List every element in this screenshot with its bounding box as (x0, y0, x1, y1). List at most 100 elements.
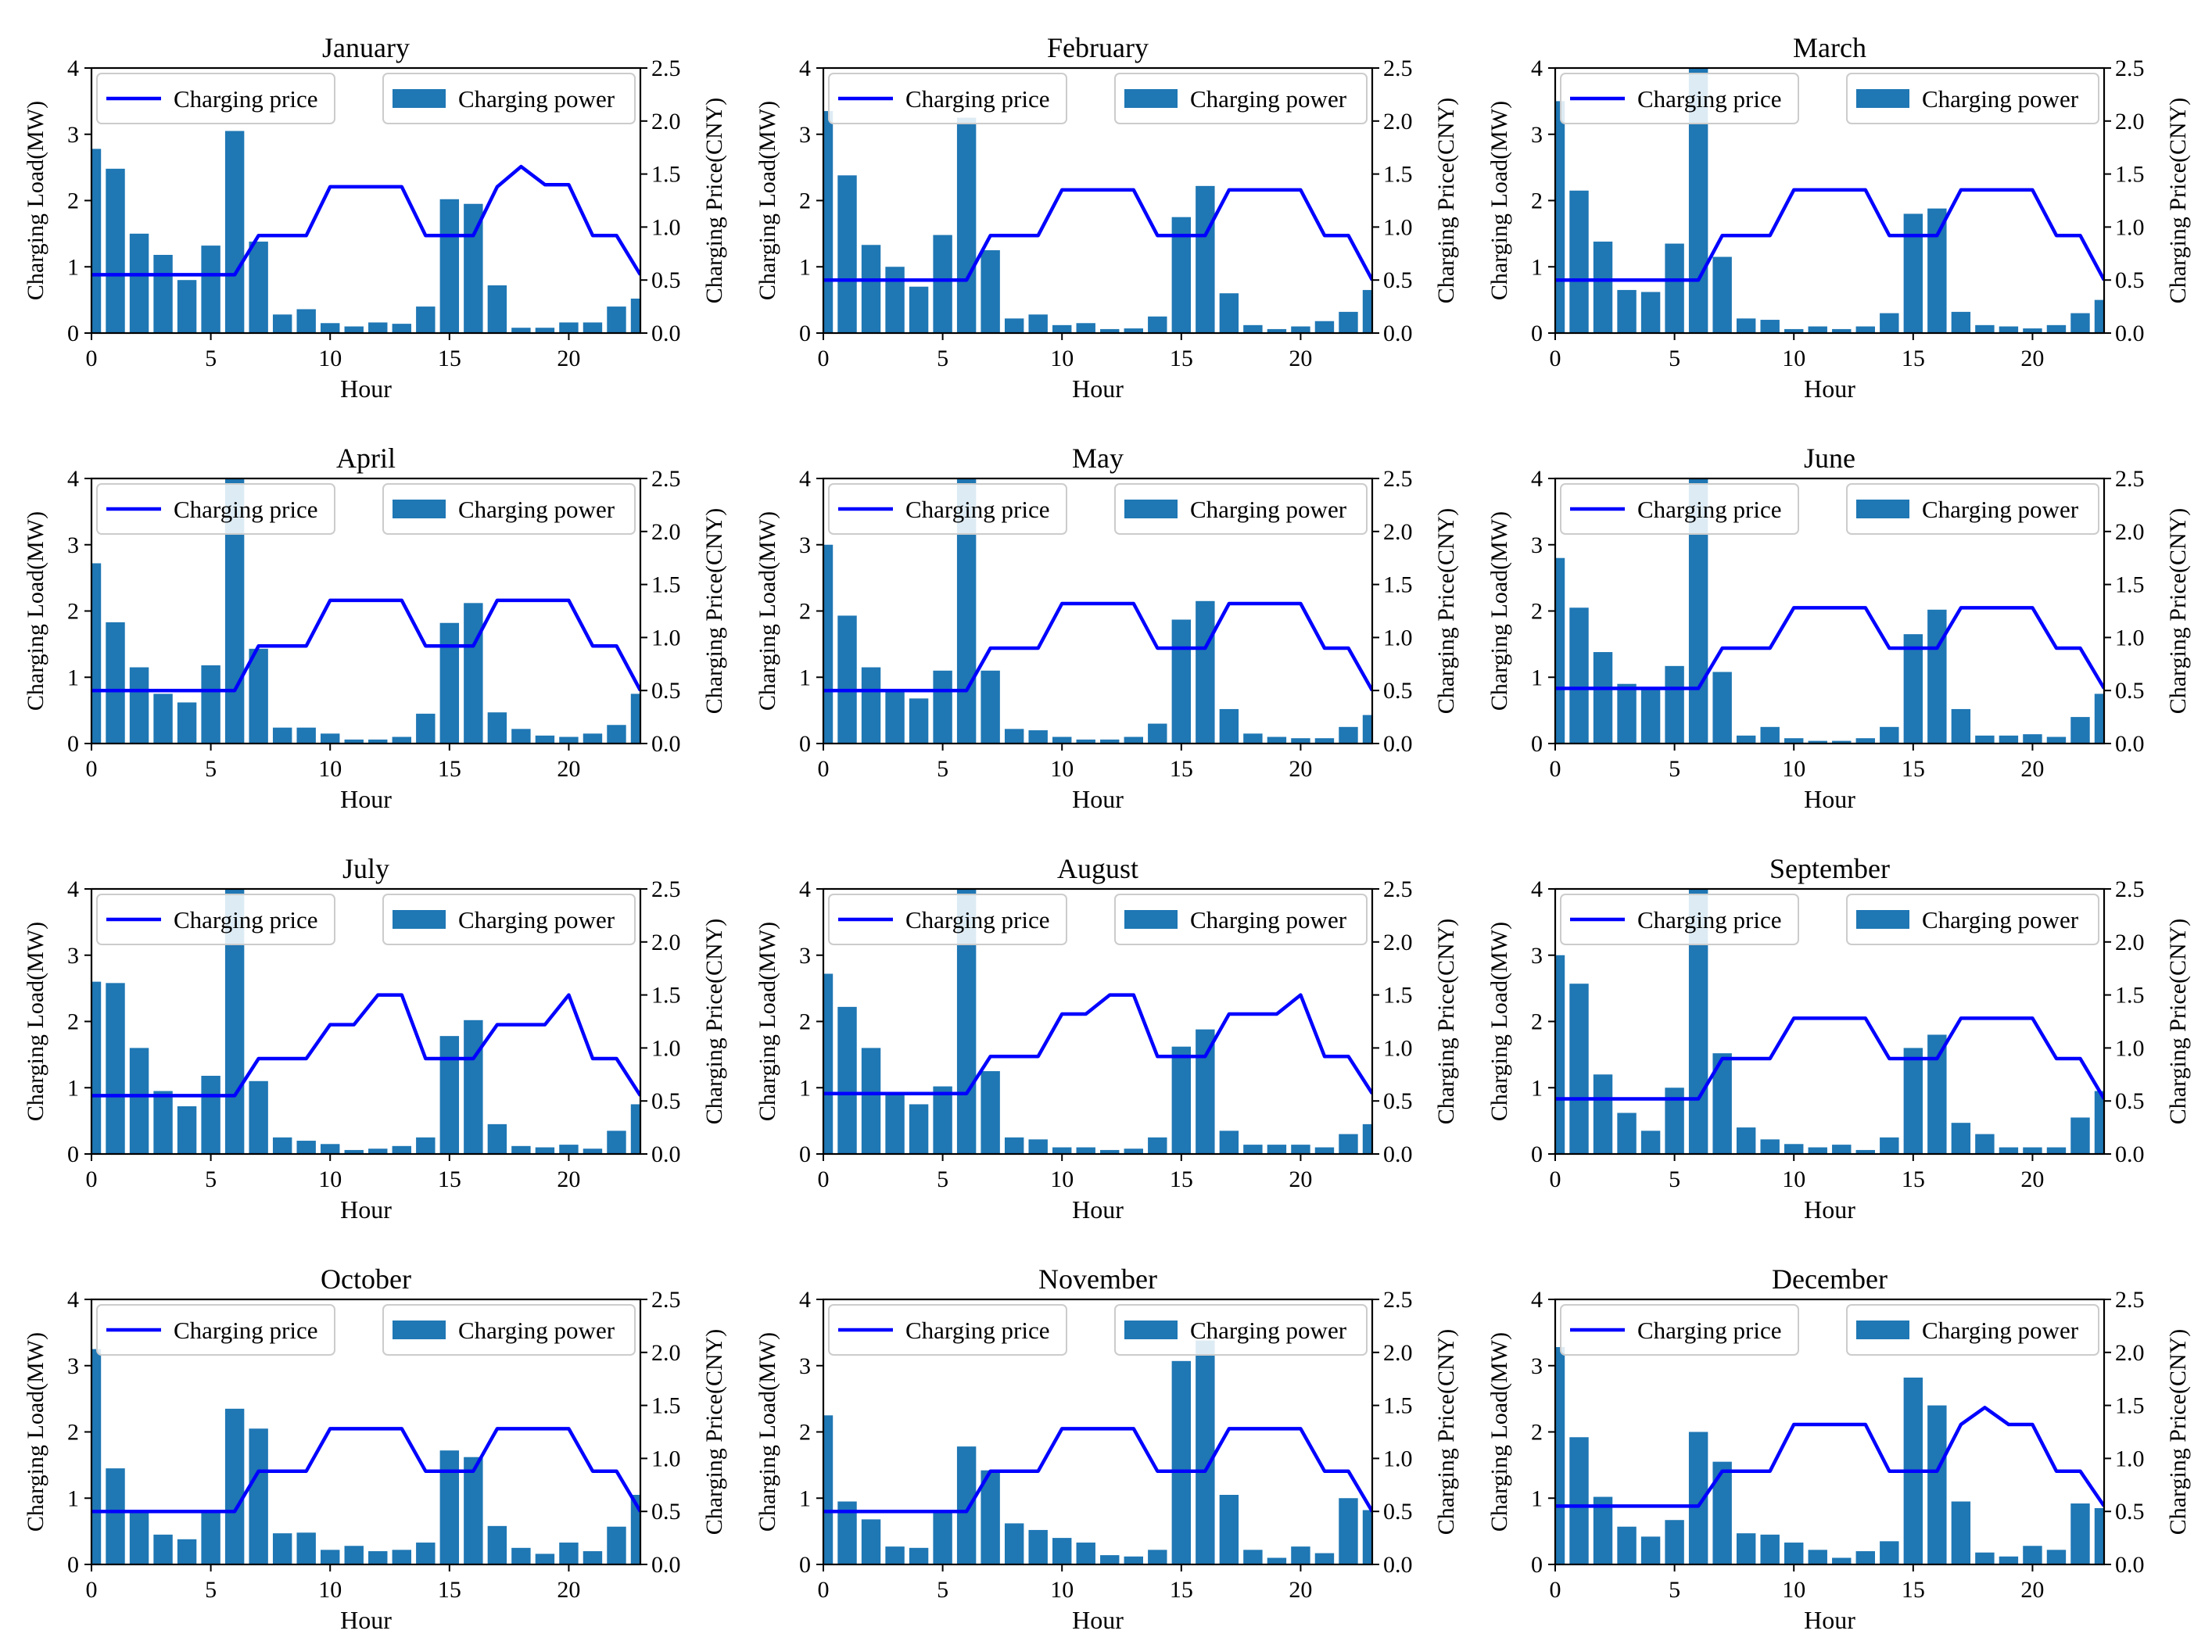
bar-hour-10 (1052, 736, 1072, 744)
y-tick-label: 1 (1531, 254, 1543, 280)
legend-box (1560, 894, 1799, 945)
y-tick-label: 1 (1531, 1075, 1543, 1101)
y-tick-label: 1 (799, 665, 811, 690)
bar-hour-23 (2094, 1091, 2104, 1154)
bar-hour-14 (1148, 723, 1167, 744)
y2-tick-label: 1.5 (1383, 1393, 1413, 1419)
y-tick-label: 1 (799, 254, 811, 280)
y2-tick-label: 1.5 (2115, 1393, 2145, 1419)
plot-area (823, 111, 1372, 333)
chart-title: January (322, 32, 410, 63)
price-line (91, 1427, 640, 1514)
legend-box (828, 1304, 1067, 1356)
bar-hour-15 (1903, 634, 1923, 744)
legend-bar-swatch (393, 89, 446, 108)
bar-hour-8 (272, 1137, 292, 1154)
bar-hour-22 (2070, 313, 2090, 333)
bar-hour-13 (1124, 328, 1143, 333)
bar-hour-8 (272, 727, 292, 744)
legend-power: Charging power (1846, 1304, 2099, 1356)
bar-hour-21 (2046, 736, 2067, 744)
legend-price: Charging price (96, 483, 335, 535)
y-tick-label: 3 (67, 532, 79, 558)
y2-tick-label: 0.5 (1383, 678, 1413, 704)
bar-hour-13 (1855, 1149, 1875, 1154)
bar-hour-23 (2094, 693, 2104, 744)
x-axis-label: Hour (1804, 374, 1855, 403)
y-tick-label: 4 (1531, 56, 1543, 81)
x-tick-label: 20 (2020, 1577, 2044, 1603)
bar-hour-8 (1736, 735, 1756, 744)
y2-axis-label: Charging Price(CNY) (2165, 1329, 2191, 1536)
y2-tick-label: 1.5 (651, 162, 681, 188)
x-tick-label: 10 (1050, 1577, 1074, 1603)
y-axis-label: Charging Load(MW) (755, 511, 780, 711)
bar-hour-1 (106, 983, 125, 1154)
bar-hour-2 (861, 245, 881, 333)
legend-bar-swatch (393, 500, 446, 518)
price-line (91, 993, 640, 1098)
y-tick-label: 1 (799, 1485, 811, 1511)
bar-hour-14 (416, 713, 436, 744)
bar-hour-14 (1880, 1541, 1899, 1564)
bar-hour-10 (321, 1550, 340, 1564)
bar-hour-3 (1617, 683, 1637, 744)
y-tick-label: 1 (1531, 1485, 1543, 1511)
bar-hour-23 (2094, 1507, 2104, 1564)
legend-price-label: Charging price (905, 496, 1050, 523)
legend-box (1560, 483, 1799, 535)
y2-tick-label: 1.5 (2115, 572, 2145, 598)
x-tick-label: 0 (86, 1577, 98, 1603)
bar-hour-11 (344, 1149, 364, 1154)
x-tick-label: 5 (937, 1166, 948, 1192)
y2-tick-label: 1.5 (1383, 572, 1413, 598)
bar-hour-16 (464, 1457, 483, 1564)
bar-hour-20 (559, 322, 579, 333)
bar-hour-8 (1736, 1533, 1756, 1564)
bar-hour-21 (1314, 1147, 1335, 1154)
bar-hour-18 (1243, 733, 1263, 744)
legend-bar-swatch (1124, 1321, 1178, 1339)
y2-tick-label: 0.0 (651, 1552, 681, 1578)
y2-axis-label: Charging Price(CNY) (1433, 98, 1459, 304)
legend-power-label: Charging power (458, 85, 615, 113)
legend-power: Charging power (382, 483, 636, 535)
bar-hour-19 (1267, 328, 1287, 333)
bar-hour-5 (1665, 1520, 1684, 1564)
bar-hour-11 (1808, 1550, 1827, 1564)
legend-box (382, 1304, 636, 1356)
bar-hour-13 (1124, 1556, 1143, 1564)
y2-tick-label: 2.5 (651, 876, 681, 902)
y2-tick-label: 1.0 (651, 1035, 681, 1061)
x-axis-label: Hour (1072, 1606, 1124, 1634)
legend-box (96, 73, 335, 124)
bar-hour-19 (1267, 1557, 1287, 1564)
x-tick-label: 10 (318, 1577, 342, 1603)
plot-area (1555, 68, 2104, 333)
bar-hour-6 (224, 1408, 245, 1564)
bar-hour-22 (2070, 1503, 2090, 1564)
y2-tick-label: 1.0 (2115, 1035, 2145, 1061)
y2-tick-label: 1.0 (651, 214, 681, 240)
y2-axis-label: Charging Price(CNY) (701, 98, 727, 304)
bar-hour-2 (1593, 242, 1613, 333)
y2-axis-label: Charging Price(CNY) (2165, 919, 2191, 1125)
bar-hour-11 (344, 1546, 364, 1564)
bar-hour-19 (1267, 736, 1287, 744)
legend-price-label: Charging price (1637, 906, 1782, 934)
x-tick-label: 5 (205, 346, 217, 371)
y-tick-label: 0 (1531, 731, 1543, 757)
bar-hour-13 (392, 324, 411, 333)
y2-tick-label: 2.5 (1383, 56, 1413, 81)
bar-hour-4 (909, 1104, 929, 1154)
bar-hour-5 (201, 665, 220, 744)
x-tick-label: 10 (318, 346, 342, 371)
y2-tick-label: 0.5 (651, 678, 681, 704)
bar-hour-9 (1028, 1139, 1048, 1154)
x-tick-label: 5 (1669, 1166, 1680, 1192)
x-tick-label: 10 (318, 756, 342, 782)
plot-area (1555, 889, 2104, 1154)
y-tick-label: 2 (67, 1009, 79, 1035)
bar-hour-22 (1339, 1134, 1358, 1154)
y-axis-label: Charging Load(MW) (755, 922, 780, 1121)
